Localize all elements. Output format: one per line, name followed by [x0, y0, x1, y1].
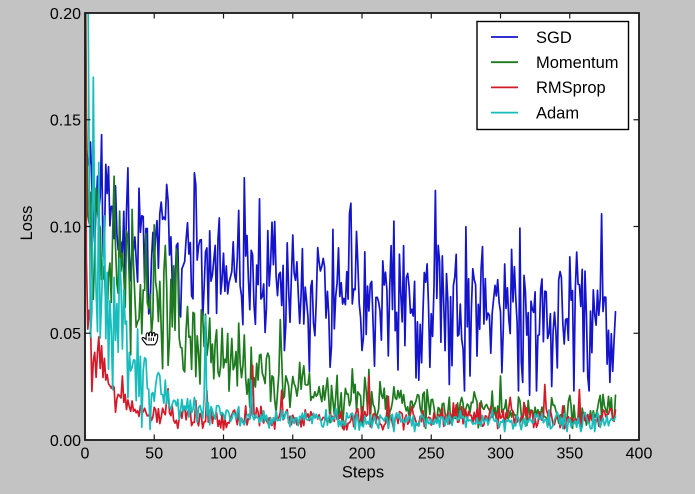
svg-text:350: 350: [556, 446, 583, 463]
svg-text:RMSprop: RMSprop: [536, 79, 606, 97]
svg-text:150: 150: [279, 446, 306, 463]
svg-text:250: 250: [418, 446, 445, 463]
svg-text:300: 300: [487, 446, 514, 463]
svg-text:0: 0: [81, 446, 90, 463]
svg-text:0.00: 0.00: [50, 433, 81, 450]
svg-text:200: 200: [349, 446, 376, 463]
svg-text:Adam: Adam: [536, 104, 579, 122]
svg-text:Loss: Loss: [18, 206, 36, 241]
svg-text:SGD: SGD: [536, 29, 572, 47]
svg-text:0.15: 0.15: [50, 113, 81, 130]
svg-text:50: 50: [145, 446, 163, 463]
svg-text:Momentum: Momentum: [536, 54, 619, 72]
svg-text:Steps: Steps: [342, 464, 384, 482]
svg-text:100: 100: [210, 446, 237, 463]
svg-text:0.05: 0.05: [50, 326, 81, 343]
svg-text:400: 400: [626, 446, 653, 463]
svg-text:0.10: 0.10: [50, 220, 81, 237]
svg-text:0.20: 0.20: [50, 6, 81, 23]
